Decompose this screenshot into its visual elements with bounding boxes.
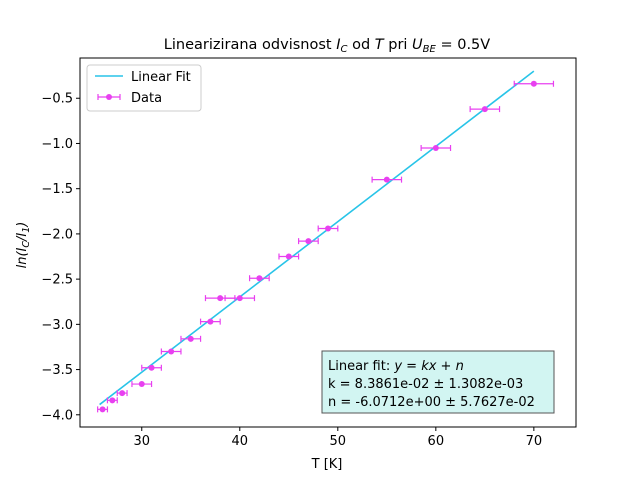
data-points-layer — [97, 80, 555, 413]
x-tick-label: 70 — [526, 434, 543, 449]
y-tick-label: −2.0 — [41, 227, 73, 242]
x-axis-label: T [K] — [311, 457, 343, 472]
data-marker — [168, 348, 175, 355]
x-tick-label: 30 — [133, 434, 150, 449]
x-tick-label: 40 — [232, 434, 249, 449]
data-marker — [99, 406, 106, 413]
annotation-line-1: Linear fit: y = kx + n — [328, 359, 464, 374]
legend: Linear Fit Data — [86, 64, 202, 112]
data-marker — [432, 144, 439, 151]
data-point — [513, 80, 555, 87]
data-point — [317, 225, 339, 232]
data-point — [106, 397, 118, 404]
legend-label-fit: Linear Fit — [131, 70, 191, 85]
y-tick-label: −1.5 — [41, 182, 73, 197]
data-point — [131, 381, 153, 388]
data-marker — [481, 106, 488, 113]
data-point — [180, 335, 202, 342]
data-point — [224, 295, 256, 302]
data-marker — [285, 253, 292, 260]
y-tick-label: −1.0 — [41, 137, 73, 152]
annotation-box — [321, 350, 555, 414]
data-marker — [256, 275, 263, 282]
legend-marker-swatch — [97, 94, 121, 100]
data-marker — [236, 295, 243, 302]
data-point — [278, 253, 300, 260]
data-point — [297, 238, 319, 245]
x-tick-label: 60 — [428, 434, 445, 449]
x-axis-ticks: 30 40 50 60 70 — [133, 427, 542, 449]
data-marker — [148, 364, 155, 371]
y-axis-ticks: −4.0 −3.5 −3.0 −2.5 −2.0 −1.5 −1.0 −0.5 — [41, 92, 80, 423]
data-marker — [119, 390, 126, 397]
y-tick-label: −3.5 — [41, 363, 73, 378]
data-point — [97, 406, 109, 413]
fit-annotation: Linear fit: y = kx + n k = 8.3861e-02 ± … — [321, 350, 555, 414]
data-marker — [187, 335, 194, 342]
y-axis-label: ln(IC/I1) — [15, 222, 32, 269]
data-point — [160, 348, 182, 355]
data-point — [141, 364, 162, 371]
legend-label-data: Data — [131, 91, 162, 106]
y-tick-label: −4.0 — [41, 408, 73, 423]
data-point — [420, 144, 452, 151]
data-marker — [383, 176, 390, 183]
data-marker — [109, 397, 116, 404]
data-point — [116, 390, 128, 397]
x-tick-label: 50 — [330, 434, 347, 449]
data-marker — [325, 225, 331, 232]
data-marker — [305, 238, 312, 245]
y-tick-label: −0.5 — [41, 92, 73, 107]
y-tick-label: −3.0 — [41, 318, 73, 333]
y-tick-label: −2.5 — [41, 273, 73, 288]
data-point — [469, 106, 501, 113]
data-marker — [530, 80, 537, 87]
data-marker — [138, 381, 145, 388]
data-point — [248, 275, 270, 282]
chart-title: Linearizirana odvisnost IC od T pri UBE … — [164, 37, 491, 55]
annotation-line-3: n = -6.0712e+00 ± 5.7627e-02 — [328, 395, 535, 410]
data-point — [371, 176, 403, 183]
data-marker — [207, 318, 214, 325]
axes-frame — [79, 57, 577, 428]
legend-marker — [106, 94, 112, 100]
data-marker — [217, 295, 224, 302]
annotation-line-2: k = 8.3861e-02 ± 1.3082e-03 — [328, 377, 523, 392]
data-point — [199, 318, 221, 325]
